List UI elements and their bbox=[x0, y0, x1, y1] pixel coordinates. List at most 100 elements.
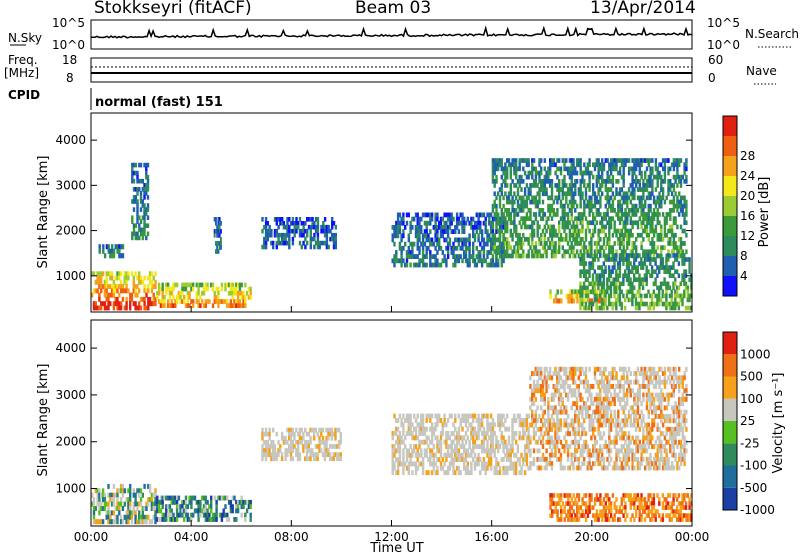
heatmap-cell bbox=[575, 384, 579, 389]
heatmap-cell bbox=[592, 253, 595, 259]
heatmap-cell bbox=[515, 174, 518, 180]
heatmap-cell bbox=[430, 439, 434, 445]
heatmap-cell bbox=[157, 286, 161, 292]
heatmap-cell bbox=[622, 293, 625, 299]
heatmap-cell bbox=[129, 296, 132, 302]
heatmap-cell bbox=[606, 418, 609, 424]
heatmap-cell bbox=[506, 166, 509, 172]
heatmap-cell bbox=[495, 195, 498, 201]
heatmap-cell bbox=[489, 426, 493, 432]
heatmap-cell bbox=[669, 241, 672, 246]
heatmap-cell bbox=[615, 305, 618, 311]
heatmap-cell bbox=[423, 448, 427, 454]
heatmap-cell bbox=[561, 216, 564, 221]
heatmap-cell bbox=[609, 301, 613, 307]
heatmap-cell bbox=[393, 465, 396, 471]
heatmap-cell bbox=[177, 295, 181, 300]
heatmap-cell bbox=[466, 465, 469, 471]
heatmap-cell bbox=[105, 288, 108, 294]
heatmap-cell bbox=[129, 510, 132, 516]
heatmap-cell bbox=[190, 499, 193, 505]
heatmap-cell bbox=[127, 519, 130, 525]
heatmap-cell bbox=[96, 288, 99, 294]
heatmap-cell bbox=[667, 166, 670, 172]
heatmap-cell bbox=[491, 258, 495, 264]
heatmap-cell bbox=[681, 212, 684, 217]
heatmap-cell bbox=[674, 162, 677, 168]
heatmap-cell bbox=[466, 470, 469, 476]
heatmap-cell bbox=[156, 295, 159, 300]
heatmap-cell bbox=[264, 236, 268, 242]
heatmap-cell bbox=[507, 241, 511, 246]
heatmap-cell bbox=[468, 254, 471, 259]
heatmap-cell bbox=[674, 232, 677, 238]
heatmap-cell bbox=[405, 212, 409, 218]
heatmap-cell bbox=[457, 465, 461, 471]
heatmap-cell bbox=[468, 233, 471, 239]
heatmap-cell bbox=[516, 413, 520, 419]
heatmap-cell bbox=[264, 240, 268, 246]
heatmap-cell bbox=[597, 179, 600, 184]
heatmap-cell bbox=[645, 220, 649, 226]
heatmap-cell bbox=[337, 456, 341, 462]
heatmap-cell bbox=[567, 293, 570, 299]
heatmap-cell bbox=[590, 261, 593, 266]
heatmap-cell bbox=[609, 439, 613, 445]
heatmap-cell bbox=[402, 233, 405, 239]
heatmap-cell bbox=[570, 183, 573, 188]
heatmap-cell bbox=[624, 191, 627, 197]
heatmap-cell bbox=[473, 262, 477, 268]
heatmap-cell bbox=[516, 203, 520, 209]
heatmap-cell bbox=[640, 261, 643, 266]
heatmap-cell bbox=[311, 427, 314, 433]
heatmap-cell bbox=[295, 224, 298, 230]
heatmap-cell bbox=[568, 431, 572, 437]
heatmap-cell bbox=[195, 508, 198, 514]
heatmap-cell bbox=[218, 245, 221, 250]
heatmap-cell bbox=[667, 170, 670, 176]
heatmap-cell bbox=[622, 179, 625, 184]
heatmap-cell bbox=[414, 465, 418, 471]
heatmap-cell bbox=[606, 195, 609, 201]
heatmap-cell bbox=[672, 305, 675, 311]
heatmap-cell bbox=[541, 379, 545, 385]
heatmap-cell bbox=[608, 179, 611, 184]
heatmap-cell bbox=[157, 499, 161, 505]
heatmap-cell bbox=[561, 212, 564, 217]
heatmap-cell bbox=[302, 232, 305, 238]
heatmap-cell bbox=[591, 277, 595, 282]
station-title: Stokkseyri (fitACF) bbox=[94, 0, 252, 18]
heatmap-cell bbox=[602, 216, 606, 221]
heatmap-cell bbox=[588, 426, 591, 432]
heatmap-cell bbox=[520, 216, 523, 221]
heatmap-cell bbox=[402, 216, 405, 222]
heatmap-cell bbox=[592, 422, 595, 428]
heatmap-cell bbox=[545, 418, 548, 424]
heatmap-cell bbox=[579, 409, 582, 415]
heatmap-cell bbox=[105, 275, 108, 281]
heatmap-cell bbox=[622, 158, 625, 163]
heatmap-cell bbox=[217, 295, 220, 300]
heatmap-cell bbox=[554, 253, 557, 259]
heatmap-cell bbox=[463, 225, 466, 230]
heatmap-cell bbox=[561, 237, 564, 242]
heatmap-cell bbox=[114, 301, 117, 307]
heatmap-cell bbox=[491, 448, 495, 454]
heatmap-cell bbox=[270, 240, 273, 246]
heatmap-cell bbox=[536, 379, 539, 385]
heatmap-cell bbox=[457, 457, 461, 462]
heatmap-cell bbox=[488, 233, 491, 239]
heatmap-cell bbox=[618, 228, 622, 234]
heatmap-cell bbox=[506, 183, 509, 188]
heatmap-cell bbox=[418, 439, 421, 445]
heatmap-cell bbox=[273, 232, 277, 238]
heatmap-cell bbox=[647, 191, 650, 197]
heatmap-cell bbox=[136, 207, 139, 212]
heatmap-cell bbox=[468, 452, 471, 458]
heatmap-cell bbox=[411, 448, 414, 454]
heatmap-cell bbox=[534, 384, 537, 389]
heatmap-cell bbox=[540, 465, 543, 471]
heatmap-cell bbox=[493, 448, 496, 454]
heatmap-cell bbox=[652, 305, 655, 311]
heatmap-cell bbox=[559, 405, 563, 411]
